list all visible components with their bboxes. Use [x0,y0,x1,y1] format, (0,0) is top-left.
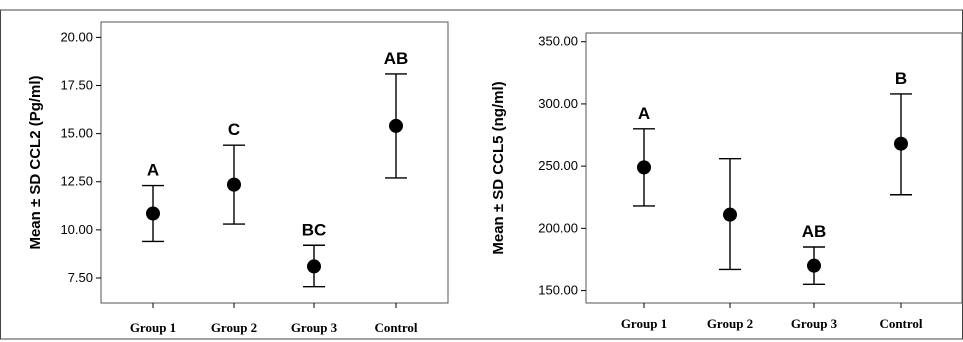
significance-label: AB [384,49,409,68]
x-tick-label: Control [879,316,922,331]
y-axis-label: Mean ± SD CCL2 (Pg/ml) [27,75,44,249]
y-tick-label: 200.00 [538,220,578,235]
x-tick-label: Control [374,320,417,335]
significance-label: AB [802,222,827,241]
x-tick-label: Group 2 [707,316,753,331]
x-tick-label: Group 3 [291,320,338,335]
y-tick-label: 12.50 [60,174,93,189]
significance-label: BC [302,220,327,239]
significance-label: A [638,104,650,123]
y-tick-label: 300.00 [538,96,578,111]
y-tick-label: 20.00 [60,29,93,44]
y-tick-label: 7.50 [68,270,93,285]
mean-point [637,160,651,175]
x-tick-label: Group 3 [791,316,838,331]
mean-point [307,259,321,274]
chart-ccl2: 7.50 10.00 12.50 15.00 17.50 20.00 Mean ± SD C… [27,21,449,335]
plot-area [585,32,963,304]
y-tick-label: 17.50 [60,78,93,93]
mean-point [723,207,737,222]
y-axis-label: Mean ± SD CCL5 (ng/ml) [490,81,507,254]
x-tick-label: Group 1 [130,320,176,335]
mean-point [146,206,160,221]
significance-label: C [228,120,240,139]
x-tick-label: Group 2 [211,320,257,335]
plot-area [100,21,449,304]
significance-label: B [895,69,907,88]
y-tick-label: 250.00 [538,158,578,173]
significance-label: A [147,161,159,180]
y-tick-label: 15.00 [60,126,93,141]
mean-point [227,177,241,192]
x-tick-label: Group 1 [621,316,667,331]
y-tick-label: 350.00 [538,34,578,49]
mean-point [894,136,908,151]
mean-point [389,118,403,133]
y-tick-label: 150.00 [538,283,578,298]
mean-point [807,258,821,273]
y-tick-label: 10.00 [60,222,93,237]
chart-ccl5: 150.00 200.00 250.00 300.00 350.00 Mean ± SD … [490,32,963,331]
